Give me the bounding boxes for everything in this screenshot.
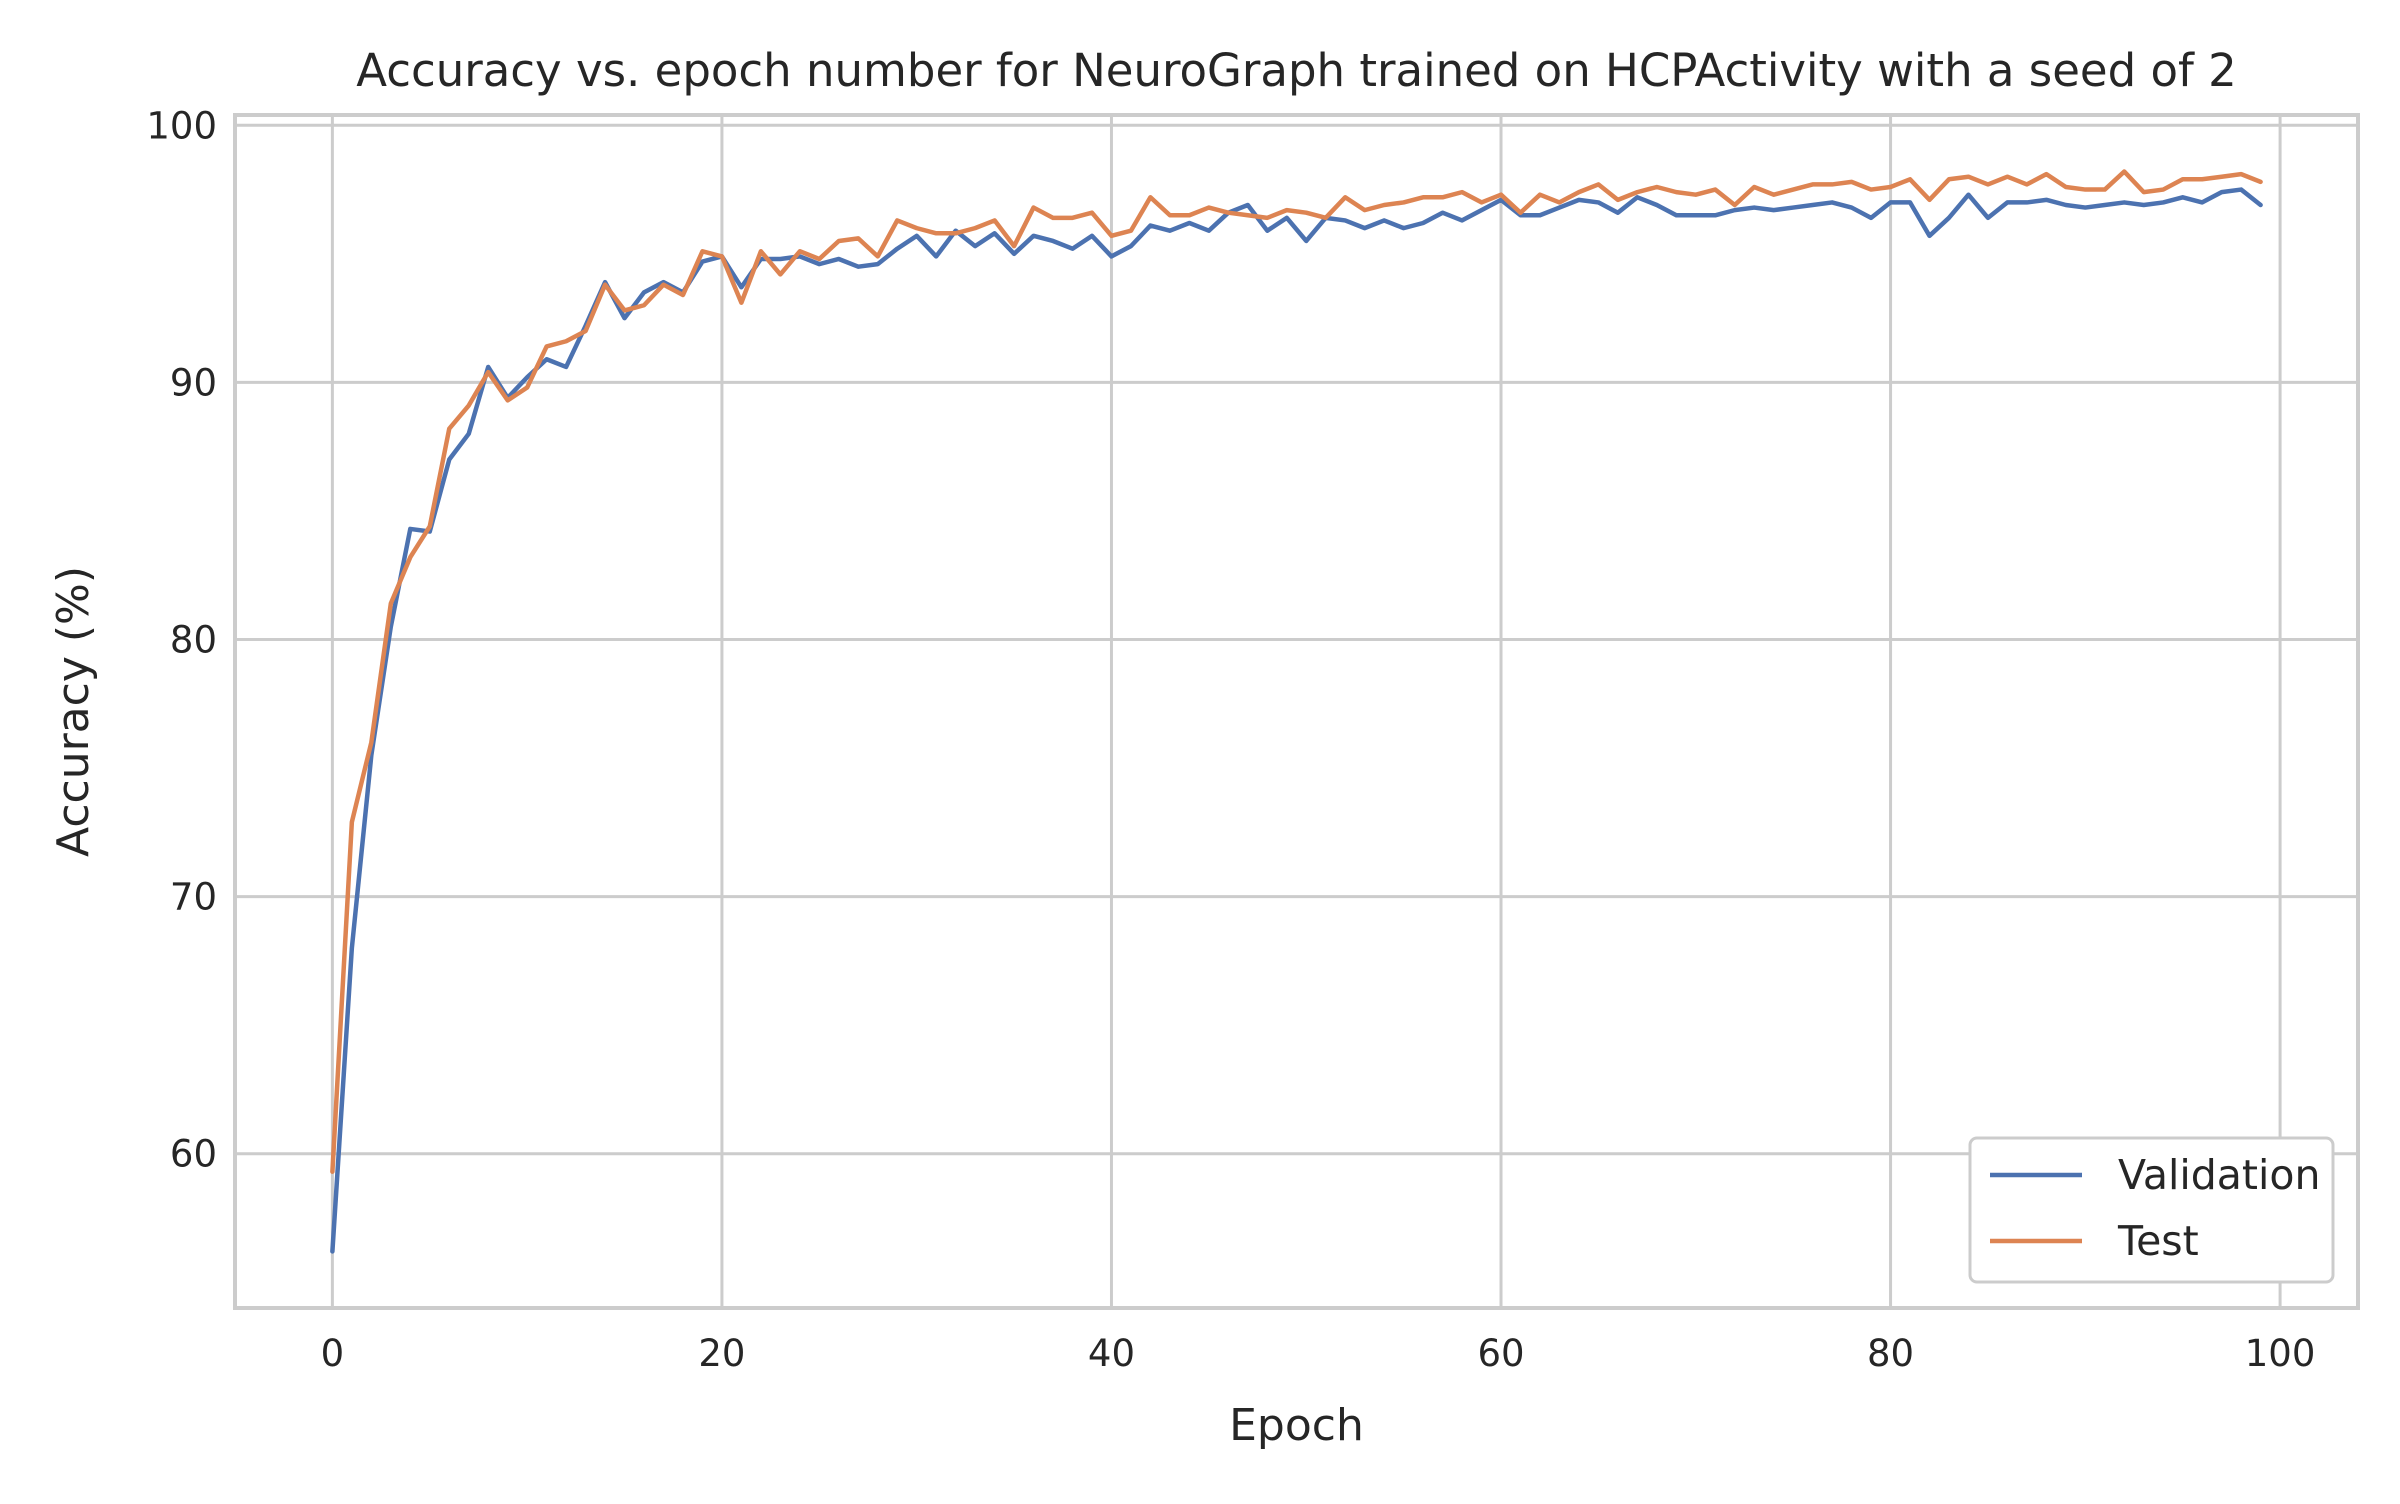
x-tick-label: 0 (321, 1332, 345, 1375)
legend: Validation Test (1968, 1136, 2335, 1284)
legend-label-test: Test (2117, 1217, 2199, 1265)
x-tick-label: 20 (698, 1332, 745, 1375)
legend-label-validation: Validation (2118, 1151, 2320, 1199)
y-tick-label: 90 (170, 361, 217, 404)
x-axis-label: Epoch (1229, 1400, 1364, 1451)
plot-frame (233, 113, 2360, 1310)
x-tick-label: 40 (1088, 1332, 1135, 1375)
series-line-validation (330, 187, 2263, 1254)
y-axis-label: Accuracy (%) (48, 566, 99, 857)
tick-labels: 0 20 40 60 80 100 60 70 80 90 100 (146, 104, 2315, 1375)
y-tick-label: 70 (170, 876, 217, 919)
x-tick-label: 80 (1867, 1332, 1914, 1375)
x-tick-label: 60 (1477, 1332, 1524, 1375)
y-tick-label: 60 (170, 1133, 217, 1176)
series-line-test (330, 169, 2263, 1174)
series-layer (330, 169, 2263, 1254)
y-tick-label: 100 (146, 104, 217, 147)
x-tick-label: 100 (2245, 1332, 2316, 1375)
y-tick-label: 80 (170, 619, 217, 662)
chart-title: Accuracy vs. epoch number for NeuroGraph… (356, 44, 2237, 97)
